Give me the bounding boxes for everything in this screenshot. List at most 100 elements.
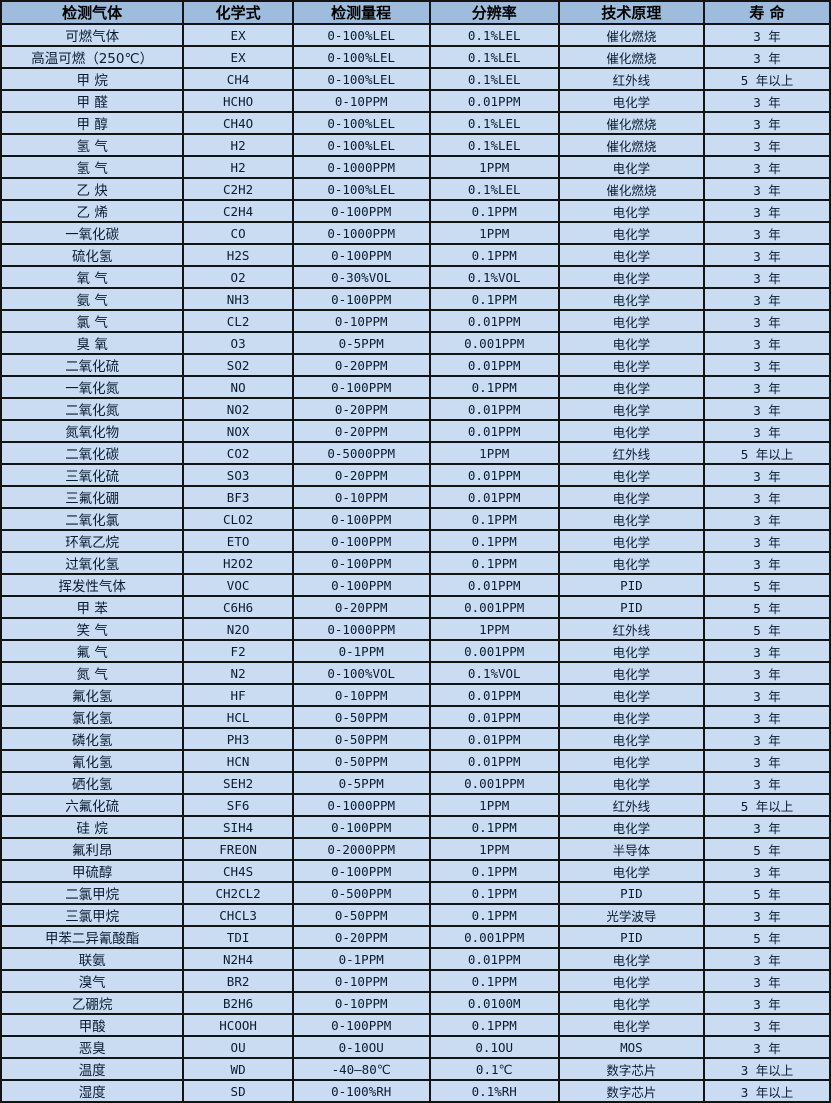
cell-gas-name: 温度	[0, 1057, 185, 1081]
cell-range: 0-50PPM	[291, 749, 431, 773]
table-row: 乙 炔 C2H2 0-100%LEL 0.1%LEL 催化燃烧 3 年	[0, 177, 831, 201]
cell-lifespan: 5 年	[702, 595, 831, 619]
cell-formula: SF6	[182, 793, 294, 817]
cell-gas-name: 三氟化硼	[0, 485, 185, 509]
cell-gas-name: 氢 气	[0, 155, 185, 179]
cell-gas-name: 甲硫醇	[0, 859, 185, 883]
cell-lifespan: 3 年	[702, 111, 831, 135]
cell-principle: 电化学	[557, 419, 705, 443]
cell-range: 0-1PPM	[291, 947, 431, 971]
cell-range: 0-1000PPM	[291, 221, 431, 245]
cell-lifespan: 3 年	[702, 243, 831, 267]
cell-gas-name: 氮 气	[0, 661, 185, 685]
cell-range: 0-100%VOL	[291, 661, 431, 685]
cell-principle: 电化学	[557, 551, 705, 575]
cell-formula: NO	[182, 375, 294, 399]
cell-formula: SO2	[182, 353, 294, 377]
cell-resolution: 0.01PPM	[428, 89, 560, 113]
cell-range: 0-100PPM	[291, 199, 431, 223]
cell-formula: PH3	[182, 727, 294, 751]
cell-resolution: 0.01PPM	[428, 353, 560, 377]
cell-range: 0-1000PPM	[291, 617, 431, 641]
cell-formula: NOX	[182, 419, 294, 443]
cell-lifespan: 5 年以上	[702, 793, 831, 817]
cell-principle: 电化学	[557, 529, 705, 553]
cell-lifespan: 3 年	[702, 89, 831, 113]
cell-principle: 电化学	[557, 397, 705, 421]
col-header-gas: 检测气体	[0, 0, 185, 25]
cell-principle: 电化学	[557, 463, 705, 487]
cell-gas-name: 可燃气体	[0, 23, 185, 47]
cell-gas-name: 一氧化氮	[0, 375, 185, 399]
cell-formula: CH4	[182, 67, 294, 91]
table-row: 环氧乙烷 ETO 0-100PPM 0.1PPM 电化学 3 年	[0, 529, 831, 553]
cell-principle: 电化学	[557, 661, 705, 685]
cell-resolution: 0.1%VOL	[428, 661, 560, 685]
cell-resolution: 0.01PPM	[428, 419, 560, 443]
table-row: 氧 气 O2 0-30%VOL 0.1%VOL 电化学 3 年	[0, 265, 831, 289]
cell-formula: HF	[182, 683, 294, 707]
table-row: 硅 烷 SIH4 0-100PPM 0.1PPM 电化学 3 年	[0, 815, 831, 839]
table-row: 一氧化碳 CO 0-1000PPM 1PPM 电化学 3 年	[0, 221, 831, 245]
cell-principle: 红外线	[557, 793, 705, 817]
cell-formula: SO3	[182, 463, 294, 487]
cell-principle: 电化学	[557, 287, 705, 311]
cell-gas-name: 硅 烷	[0, 815, 185, 839]
cell-principle: 电化学	[557, 199, 705, 223]
cell-formula: C2H2	[182, 177, 294, 201]
cell-resolution: 0.01PPM	[428, 749, 560, 773]
table-row: 挥发性气体 VOC 0-100PPM 0.01PPM PID 5 年	[0, 573, 831, 597]
cell-principle: 催化燃烧	[557, 111, 705, 135]
cell-principle: 电化学	[557, 727, 705, 751]
cell-principle: PID	[557, 881, 705, 905]
cell-gas-name: 氨 气	[0, 287, 185, 311]
cell-range: 0-100%LEL	[291, 111, 431, 135]
cell-principle: PID	[557, 573, 705, 597]
cell-lifespan: 3 年	[702, 375, 831, 399]
cell-formula: SEH2	[182, 771, 294, 795]
table-row: 乙硼烷 B2H6 0-10PPM 0.0100M 电化学 3 年	[0, 991, 831, 1015]
cell-resolution: 0.01PPM	[428, 463, 560, 487]
cell-gas-name: 乙 烯	[0, 199, 185, 223]
col-header-principle: 技术原理	[557, 0, 705, 25]
cell-principle: 数字芯片	[557, 1057, 705, 1081]
cell-resolution: 1PPM	[428, 617, 560, 641]
cell-lifespan: 3 年	[702, 1013, 831, 1037]
cell-resolution: 0.1PPM	[428, 859, 560, 883]
cell-formula: SIH4	[182, 815, 294, 839]
cell-formula: CO	[182, 221, 294, 245]
cell-principle: 光学波导	[557, 903, 705, 927]
cell-range: 0-20PPM	[291, 419, 431, 443]
cell-resolution: 0.1%RH	[428, 1079, 560, 1103]
cell-range: 0-5PPM	[291, 331, 431, 355]
table-row: 六氟化硫 SF6 0-1000PPM 1PPM 红外线 5 年以上	[0, 793, 831, 817]
cell-range: 0-100PPM	[291, 507, 431, 531]
cell-lifespan: 3 年	[702, 485, 831, 509]
table-row: 硒化氢 SEH2 0-5PPM 0.001PPM 电化学 3 年	[0, 771, 831, 795]
cell-resolution: 0.1℃	[428, 1057, 560, 1081]
cell-principle: 红外线	[557, 441, 705, 465]
cell-formula: CLO2	[182, 507, 294, 531]
cell-resolution: 0.1PPM	[428, 199, 560, 223]
table-row: 三氯甲烷 CHCL3 0-50PPM 0.1PPM 光学波导 3 年	[0, 903, 831, 927]
table-row: 过氧化氢 H2O2 0-100PPM 0.1PPM 电化学 3 年	[0, 551, 831, 575]
cell-range: 0-100PPM	[291, 1013, 431, 1037]
cell-lifespan: 3 年	[702, 23, 831, 47]
cell-principle: 催化燃烧	[557, 177, 705, 201]
cell-range: 0-10PPM	[291, 89, 431, 113]
cell-gas-name: 氰化氢	[0, 749, 185, 773]
cell-resolution: 1PPM	[428, 793, 560, 817]
cell-range: 0-2000PPM	[291, 837, 431, 861]
cell-formula: ETO	[182, 529, 294, 553]
cell-lifespan: 3 年	[702, 133, 831, 157]
cell-lifespan: 3 年	[702, 815, 831, 839]
table-row: 氨 气 NH3 0-100PPM 0.1PPM 电化学 3 年	[0, 287, 831, 311]
cell-resolution: 0.1PPM	[428, 1013, 560, 1037]
cell-formula: H2O2	[182, 551, 294, 575]
table-row: 氢 气 H2 0-1000PPM 1PPM 电化学 3 年	[0, 155, 831, 179]
cell-lifespan: 3 年	[702, 265, 831, 289]
cell-resolution: 0.1%LEL	[428, 67, 560, 91]
cell-gas-name: 氯化氢	[0, 705, 185, 729]
cell-principle: 电化学	[557, 89, 705, 113]
cell-range: 0-100%RH	[291, 1079, 431, 1103]
